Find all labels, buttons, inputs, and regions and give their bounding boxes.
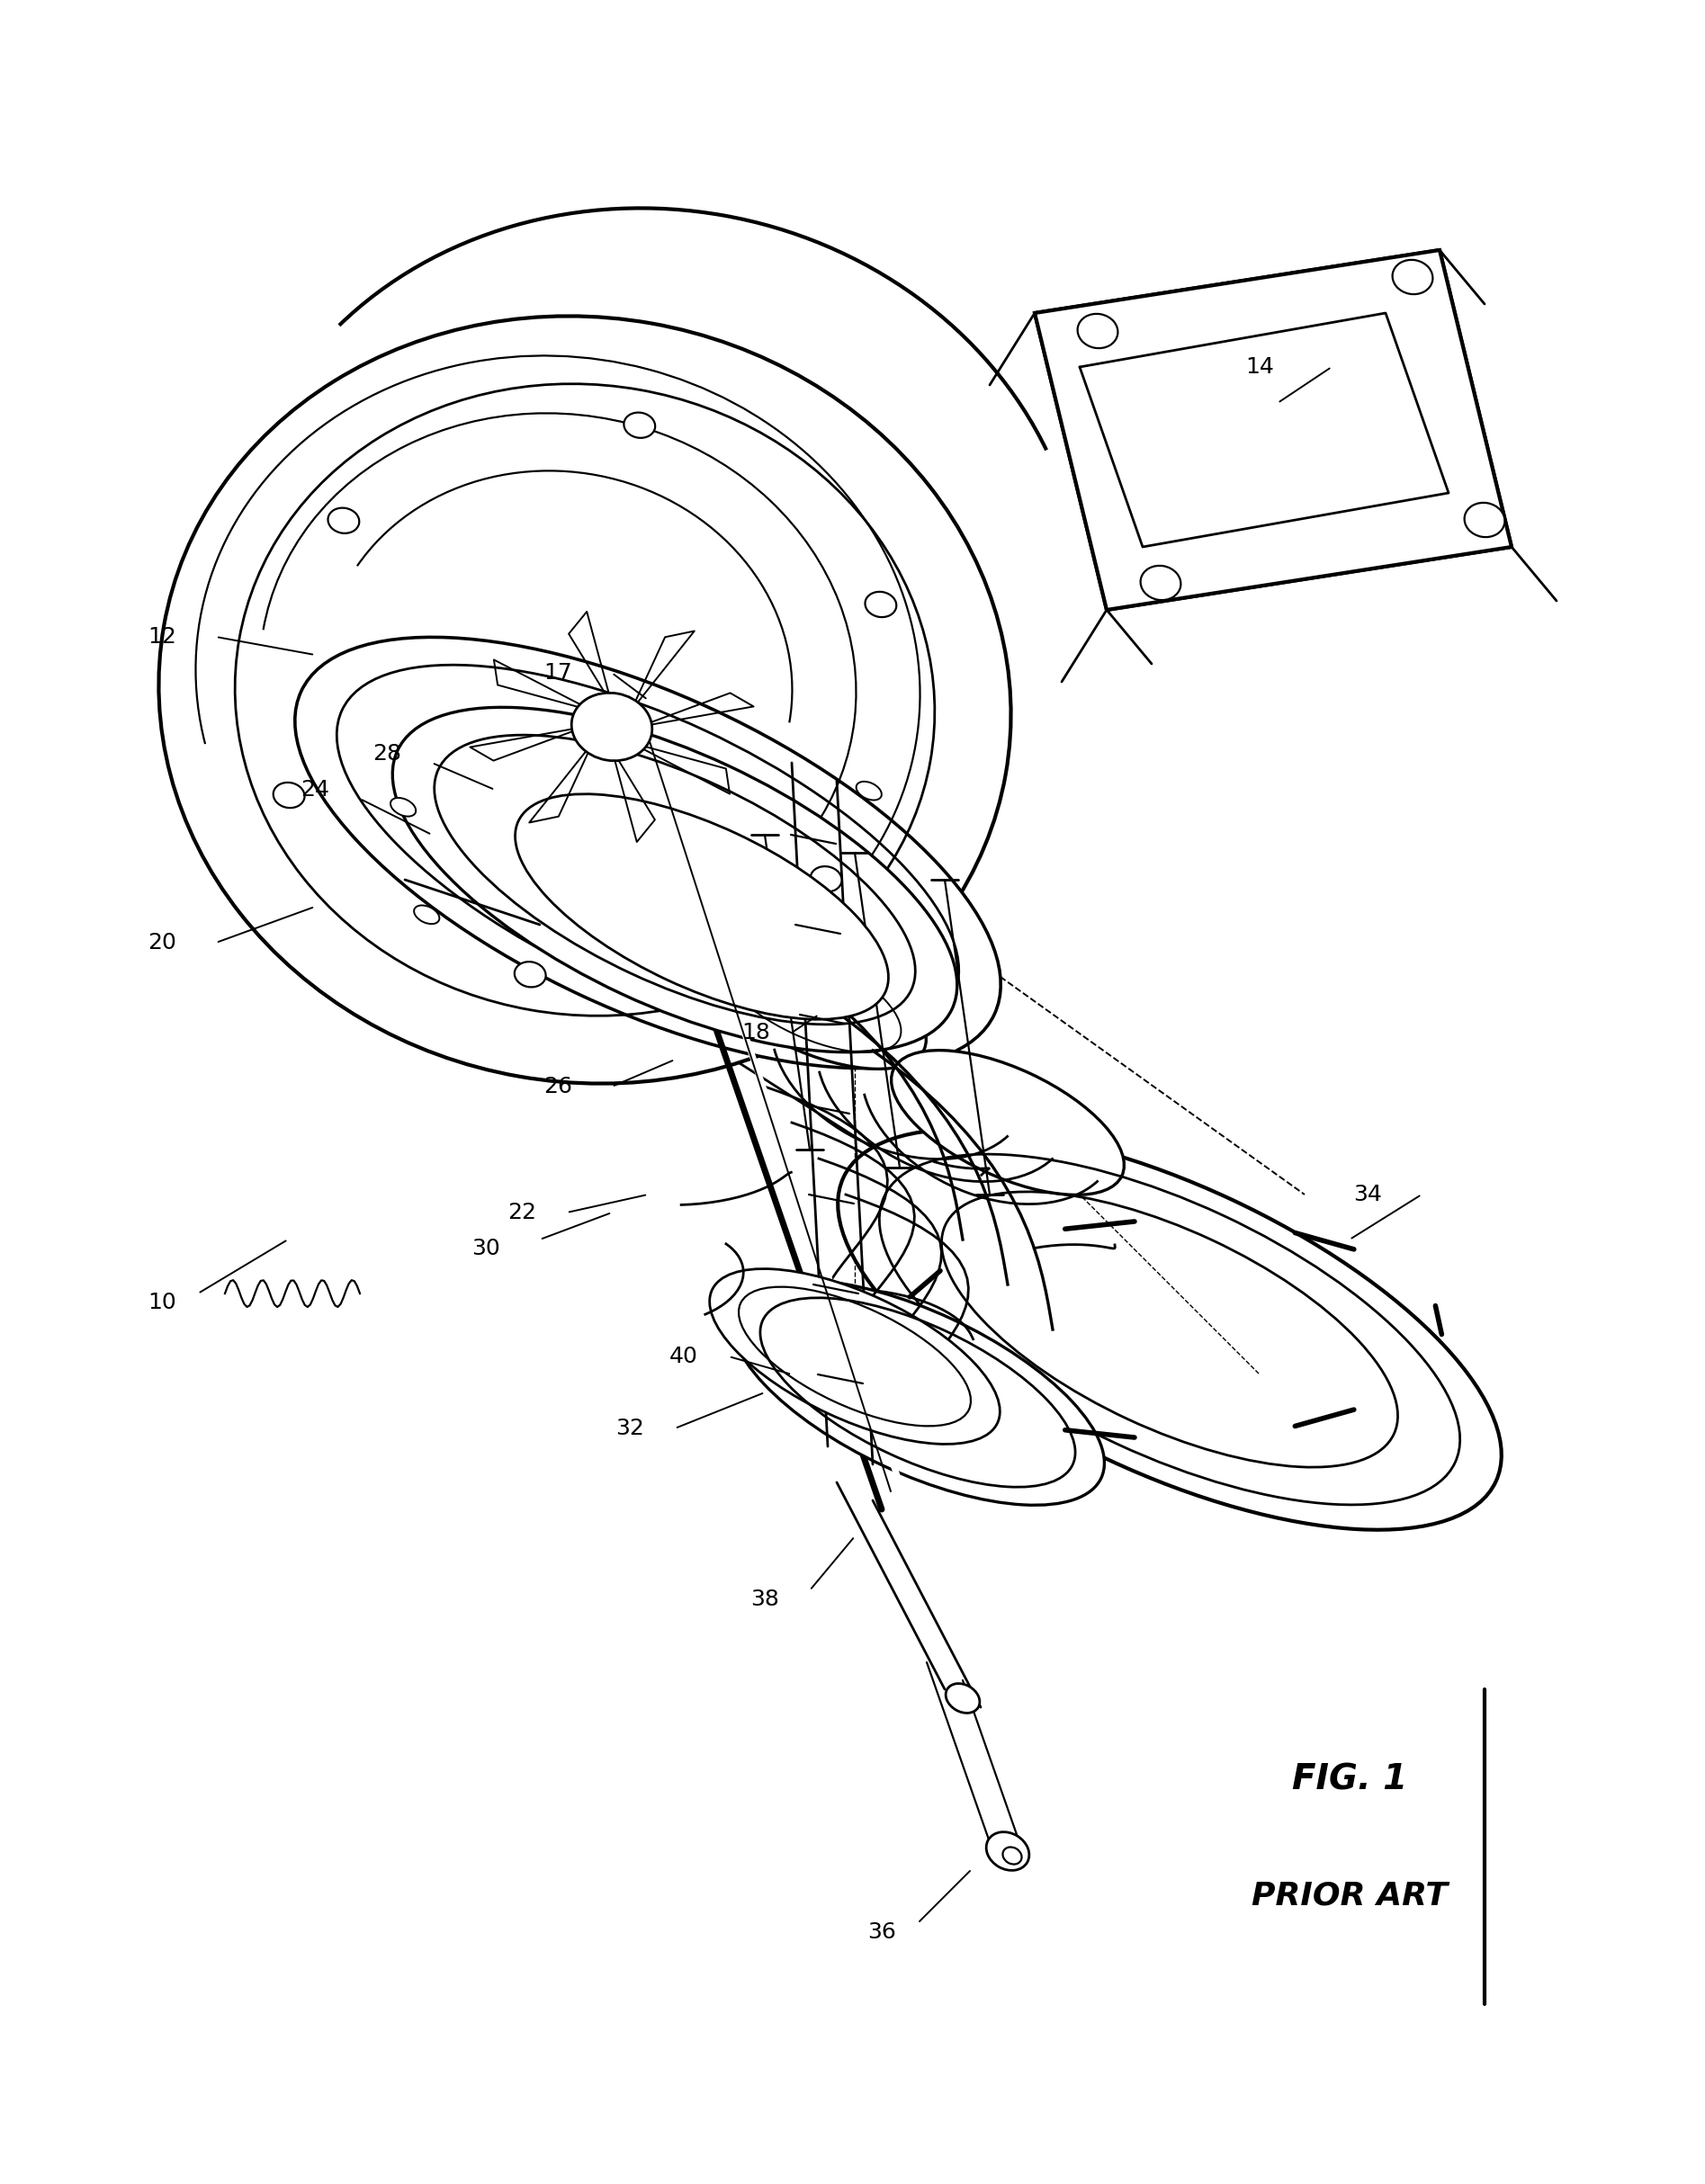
Ellipse shape bbox=[390, 797, 416, 817]
Ellipse shape bbox=[273, 782, 305, 808]
Ellipse shape bbox=[892, 1051, 1124, 1195]
Text: 34: 34 bbox=[1354, 1184, 1383, 1206]
Text: 36: 36 bbox=[868, 1922, 897, 1944]
Text: 22: 22 bbox=[508, 1201, 537, 1223]
Ellipse shape bbox=[810, 867, 842, 891]
Ellipse shape bbox=[946, 1684, 980, 1712]
Text: FIG. 1: FIG. 1 bbox=[1292, 1762, 1407, 1795]
Text: 18: 18 bbox=[742, 1022, 771, 1044]
Ellipse shape bbox=[624, 413, 655, 439]
Ellipse shape bbox=[731, 1280, 1105, 1505]
Text: 30: 30 bbox=[472, 1238, 500, 1260]
Text: 10: 10 bbox=[148, 1291, 176, 1313]
Text: 20: 20 bbox=[148, 933, 176, 954]
Ellipse shape bbox=[856, 782, 881, 799]
Text: 14: 14 bbox=[1245, 356, 1274, 378]
Ellipse shape bbox=[1393, 260, 1432, 295]
Ellipse shape bbox=[515, 961, 546, 987]
Ellipse shape bbox=[1141, 566, 1182, 601]
Ellipse shape bbox=[864, 592, 897, 618]
Text: 24: 24 bbox=[300, 780, 329, 802]
Text: 38: 38 bbox=[750, 1588, 779, 1610]
Text: 28: 28 bbox=[372, 743, 401, 764]
Text: PRIOR ART: PRIOR ART bbox=[1251, 1880, 1448, 1911]
Ellipse shape bbox=[295, 638, 1001, 1068]
Ellipse shape bbox=[327, 509, 360, 533]
Polygon shape bbox=[1035, 249, 1512, 609]
Ellipse shape bbox=[392, 708, 957, 1053]
Ellipse shape bbox=[515, 795, 888, 1020]
Ellipse shape bbox=[985, 1832, 1030, 1870]
Ellipse shape bbox=[1003, 1848, 1021, 1865]
Text: 26: 26 bbox=[544, 1077, 573, 1096]
Text: 12: 12 bbox=[148, 627, 176, 649]
Ellipse shape bbox=[709, 1269, 999, 1444]
Text: 32: 32 bbox=[616, 1417, 644, 1439]
Ellipse shape bbox=[658, 950, 684, 970]
Text: 40: 40 bbox=[670, 1345, 697, 1367]
Text: 17: 17 bbox=[544, 662, 573, 684]
Ellipse shape bbox=[1078, 314, 1118, 347]
Ellipse shape bbox=[694, 924, 926, 1068]
Ellipse shape bbox=[571, 692, 651, 760]
Ellipse shape bbox=[612, 736, 638, 753]
Ellipse shape bbox=[837, 1129, 1502, 1529]
Ellipse shape bbox=[414, 906, 440, 924]
Ellipse shape bbox=[1465, 502, 1506, 537]
Ellipse shape bbox=[159, 317, 1011, 1083]
